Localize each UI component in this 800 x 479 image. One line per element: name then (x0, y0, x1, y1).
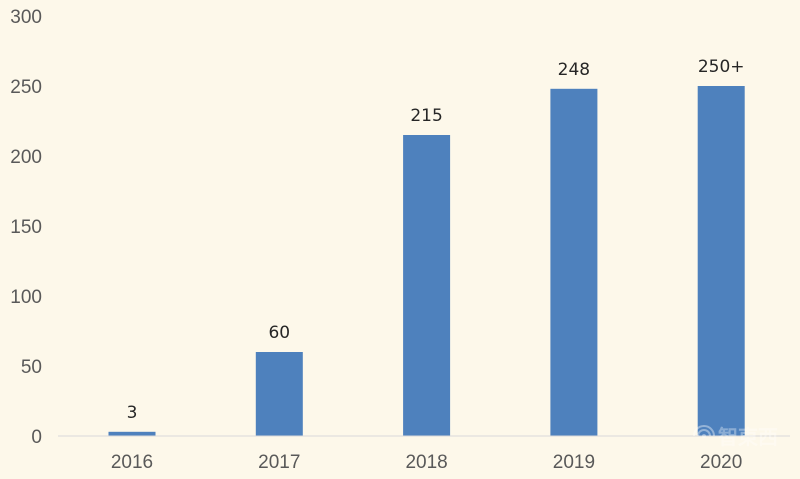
y-axis-ticks: 0 50 100 150 200 250 300 (10, 7, 42, 448)
data-label: 250+ (698, 57, 745, 77)
bar-2018 (403, 135, 451, 436)
data-label: 60 (268, 323, 290, 343)
bar-2016 (108, 431, 156, 436)
x-tick-label: 2016 (111, 452, 153, 473)
x-tick-label: 2019 (553, 452, 595, 473)
y-tick-label: 250 (10, 77, 42, 98)
bar-2017 (255, 352, 303, 436)
bars (108, 86, 745, 437)
x-tick-label: 2020 (700, 452, 742, 473)
watermark-text: 智東西 (718, 425, 778, 449)
y-tick-label: 200 (10, 147, 42, 168)
bar-2019 (550, 88, 598, 437)
data-label: 248 (558, 60, 590, 80)
data-label: 215 (410, 106, 442, 126)
y-tick-label: 150 (10, 217, 42, 238)
bar-2020 (697, 86, 745, 436)
x-tick-label: 2018 (405, 452, 447, 473)
y-tick-label: 100 (10, 287, 42, 308)
x-axis-ticks: 2016 2017 2018 2019 2020 (111, 452, 742, 473)
data-label: 3 (127, 403, 138, 423)
watermark: 智東西 (693, 425, 778, 449)
x-tick-label: 2017 (258, 452, 300, 473)
y-tick-label: 0 (31, 427, 42, 448)
y-tick-label: 50 (21, 357, 42, 378)
data-labels: 3 60 215 248 250+ (127, 57, 745, 423)
y-tick-label: 300 (10, 7, 42, 28)
wifi-signal-icon (693, 425, 715, 438)
